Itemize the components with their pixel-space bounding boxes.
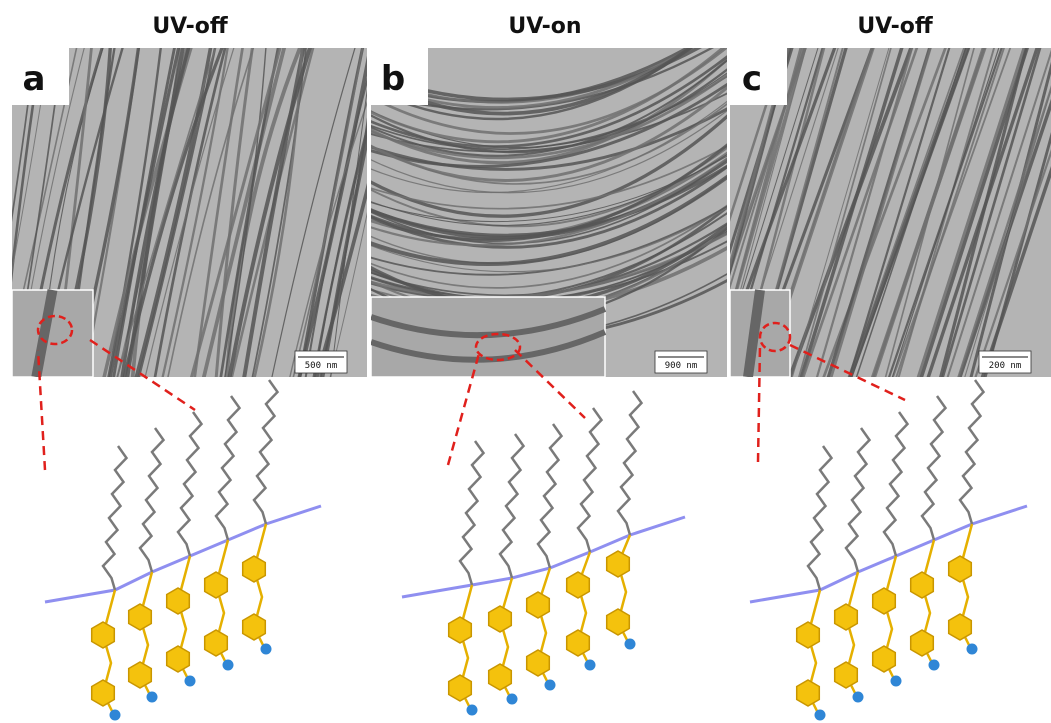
alkyl-chain <box>178 412 202 556</box>
phenyl-ring <box>129 662 152 688</box>
end-group <box>929 660 940 671</box>
phenyl-ring <box>835 662 858 688</box>
phenyl-ring <box>129 604 152 630</box>
panel-title: UV-off <box>152 14 229 39</box>
alkyl-chain <box>216 396 240 540</box>
phenyl-ring <box>567 572 590 598</box>
end-group <box>545 680 556 691</box>
end-group <box>853 692 864 703</box>
end-group <box>815 710 826 721</box>
alkyl-chain <box>884 412 908 556</box>
phenyl-ring <box>205 572 228 598</box>
phenyl-ring <box>243 614 266 640</box>
end-group <box>967 644 978 655</box>
panel-letter: c <box>742 59 762 99</box>
phenyl-ring <box>489 606 512 632</box>
phenyl-ring <box>489 664 512 690</box>
phenyl-ring <box>949 556 972 582</box>
molecule <box>750 380 1027 721</box>
phenyl-ring <box>449 617 472 643</box>
end-group <box>625 639 636 650</box>
alkyl-chain <box>846 428 870 572</box>
end-group <box>467 705 478 716</box>
alkyl-chain <box>538 424 562 568</box>
phenyl-ring <box>527 650 550 676</box>
panel-title: UV-off <box>857 14 934 39</box>
phenyl-ring <box>911 572 934 598</box>
phenyl-ring <box>835 604 858 630</box>
figure: UV-off 500 nm a UV-on 900 nm b UV-off 200 nm c <box>0 0 1051 723</box>
end-group <box>110 710 121 721</box>
alkyl-chain <box>808 446 832 590</box>
end-group <box>261 644 272 655</box>
phenyl-ring <box>797 622 820 648</box>
phenyl-ring <box>205 630 228 656</box>
phenyl-ring <box>167 588 190 614</box>
molecule <box>402 391 685 716</box>
phenyl-ring <box>949 614 972 640</box>
phenyl-ring <box>607 609 630 635</box>
phenyl-ring <box>243 556 266 582</box>
panel-letter: a <box>23 59 46 99</box>
scale-label: 500 nm <box>305 361 338 371</box>
scale-label: 200 nm <box>989 361 1022 371</box>
phenyl-ring <box>527 592 550 618</box>
end-group <box>585 660 596 671</box>
end-group <box>891 676 902 687</box>
alkyl-chain <box>140 428 164 572</box>
phenyl-ring <box>167 646 190 672</box>
alkyl-chain <box>500 434 524 578</box>
phenyl-ring <box>92 680 115 706</box>
panel-letter: b <box>381 59 405 99</box>
end-group <box>147 692 158 703</box>
scale-label: 900 nm <box>665 361 698 371</box>
alkyl-chain <box>254 380 278 524</box>
phenyl-ring <box>873 588 896 614</box>
alkyl-chain <box>618 391 642 535</box>
phenyl-ring <box>911 630 934 656</box>
end-group <box>185 676 196 687</box>
panel-title: UV-on <box>508 14 581 39</box>
alkyl-chain <box>103 446 127 590</box>
molecule <box>45 380 321 721</box>
backbone <box>45 506 321 602</box>
end-group <box>507 694 518 705</box>
alkyl-chain <box>960 380 984 524</box>
phenyl-ring <box>92 622 115 648</box>
end-group <box>223 660 234 671</box>
phenyl-ring <box>449 675 472 701</box>
content: UV-off 500 nm a UV-on 900 nm b UV-off 200 nm c <box>0 0 1051 720</box>
alkyl-chain <box>460 441 484 585</box>
phenyl-ring <box>567 630 590 656</box>
phenyl-ring <box>797 680 820 706</box>
alkyl-chain <box>922 396 946 540</box>
phenyl-ring <box>873 646 896 672</box>
phenyl-ring <box>607 551 630 577</box>
alkyl-chain <box>578 408 602 552</box>
